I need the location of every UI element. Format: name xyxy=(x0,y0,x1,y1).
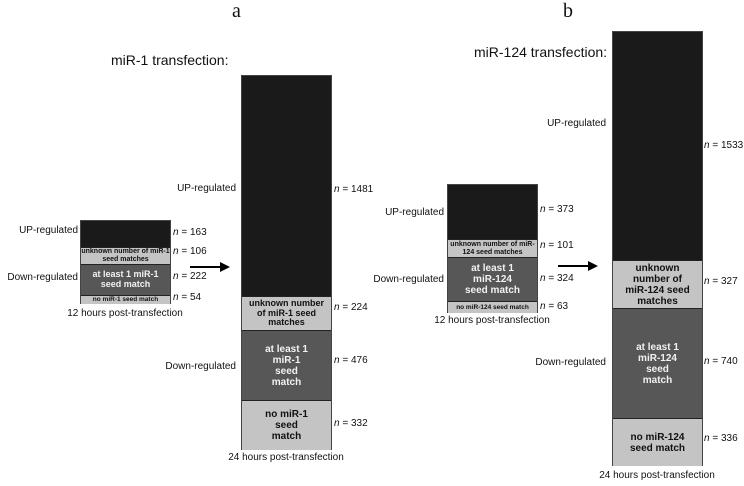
a12-seg-unknown: unknown number of miR-1 seed matches xyxy=(81,247,170,264)
a24-footer: 24 hours post-transfection xyxy=(228,452,344,463)
a-arrow-icon xyxy=(190,262,230,272)
a12-footer: 12 hours post-transfection xyxy=(67,308,183,319)
b24-seg-atleast1: at least 1 miR-124 seed match xyxy=(613,308,702,418)
b24-down-label: Down-regulated xyxy=(535,357,606,368)
b24-n-atleast1: n = 740 xyxy=(704,356,738,367)
b24-footer: 24 hours post-transfection xyxy=(599,470,715,481)
b24-seg-up xyxy=(613,32,702,260)
a24-n-up: n = 1481 xyxy=(334,184,374,195)
a24-stacked-bar: unknown number of miR-1 seed matches at … xyxy=(241,75,332,450)
b12-n-nomatch: n = 63 xyxy=(540,301,569,312)
b12-seg-up xyxy=(448,185,537,239)
a12-seg-nomatch: no miR-1 seed match xyxy=(81,295,170,304)
a24-seg-up xyxy=(242,76,331,296)
b12-seg-atleast1: at least 1 miR-124 seed match xyxy=(448,257,537,301)
b12-n-atleast1: n = 324 xyxy=(540,273,574,284)
a12-n-up: n = 163 xyxy=(173,227,207,238)
b24-n-unknown: n = 327 xyxy=(704,276,738,287)
b24-n-up: n = 1533 xyxy=(704,140,744,151)
b24-n-nomatch: n = 336 xyxy=(704,433,738,444)
b12-down-label: Down-regulated xyxy=(373,274,444,285)
b12-seg-unknown: unknown number of miR-124 seed matches xyxy=(448,239,537,257)
a24-seg-unknown: unknown number of miR-1 seed matches xyxy=(242,296,331,330)
panel-letter-a: a xyxy=(232,0,241,22)
b12-n-unknown: n = 101 xyxy=(540,240,574,251)
a24-down-label: Down-regulated xyxy=(165,361,236,372)
b12-stacked-bar: unknown number of miR-124 seed matches a… xyxy=(447,184,538,313)
panel-title-b: miR-124 transfection: xyxy=(474,44,608,60)
a24-up-label: UP-regulated xyxy=(177,183,236,194)
a12-down-label: Down-regulated xyxy=(7,272,78,283)
a12-seg-up xyxy=(81,221,170,247)
a12-seg-atleast1: at least 1 miR-1 seed match xyxy=(81,264,170,295)
a12-n-nomatch: n = 54 xyxy=(173,292,202,303)
a12-n-atleast1: n = 222 xyxy=(173,271,207,282)
b24-seg-unknown: unknown number of miR-124 seed matches xyxy=(613,260,702,308)
b12-n-up: n = 373 xyxy=(540,204,574,215)
b12-up-label: UP-regulated xyxy=(385,207,444,218)
a24-n-unknown: n = 224 xyxy=(334,302,368,313)
panel-letter-b: b xyxy=(563,0,573,22)
b12-seg-nomatch: no miR-124 seed match xyxy=(448,301,537,313)
b24-seg-nomatch: no miR-124 seed match xyxy=(613,418,702,466)
panel-title-a: miR-1 transfection: xyxy=(111,52,229,68)
a12-stacked-bar: unknown number of miR-1 seed matches at … xyxy=(80,220,171,304)
a12-up-label: UP-regulated xyxy=(19,225,78,236)
a24-seg-nomatch: no miR-1 seed match xyxy=(242,400,331,450)
b24-up-label: UP-regulated xyxy=(547,118,606,129)
a24-n-atleast1: n = 476 xyxy=(334,355,368,366)
a12-n-unknown: n = 106 xyxy=(173,246,207,257)
b12-footer: 12 hours post-transfection xyxy=(434,315,550,326)
b24-stacked-bar: unknown number of miR-124 seed matches a… xyxy=(612,31,703,466)
b-arrow-icon xyxy=(558,261,598,271)
a24-seg-atleast1: at least 1 miR-1 seed match xyxy=(242,330,331,400)
a24-n-nomatch: n = 332 xyxy=(334,418,368,429)
